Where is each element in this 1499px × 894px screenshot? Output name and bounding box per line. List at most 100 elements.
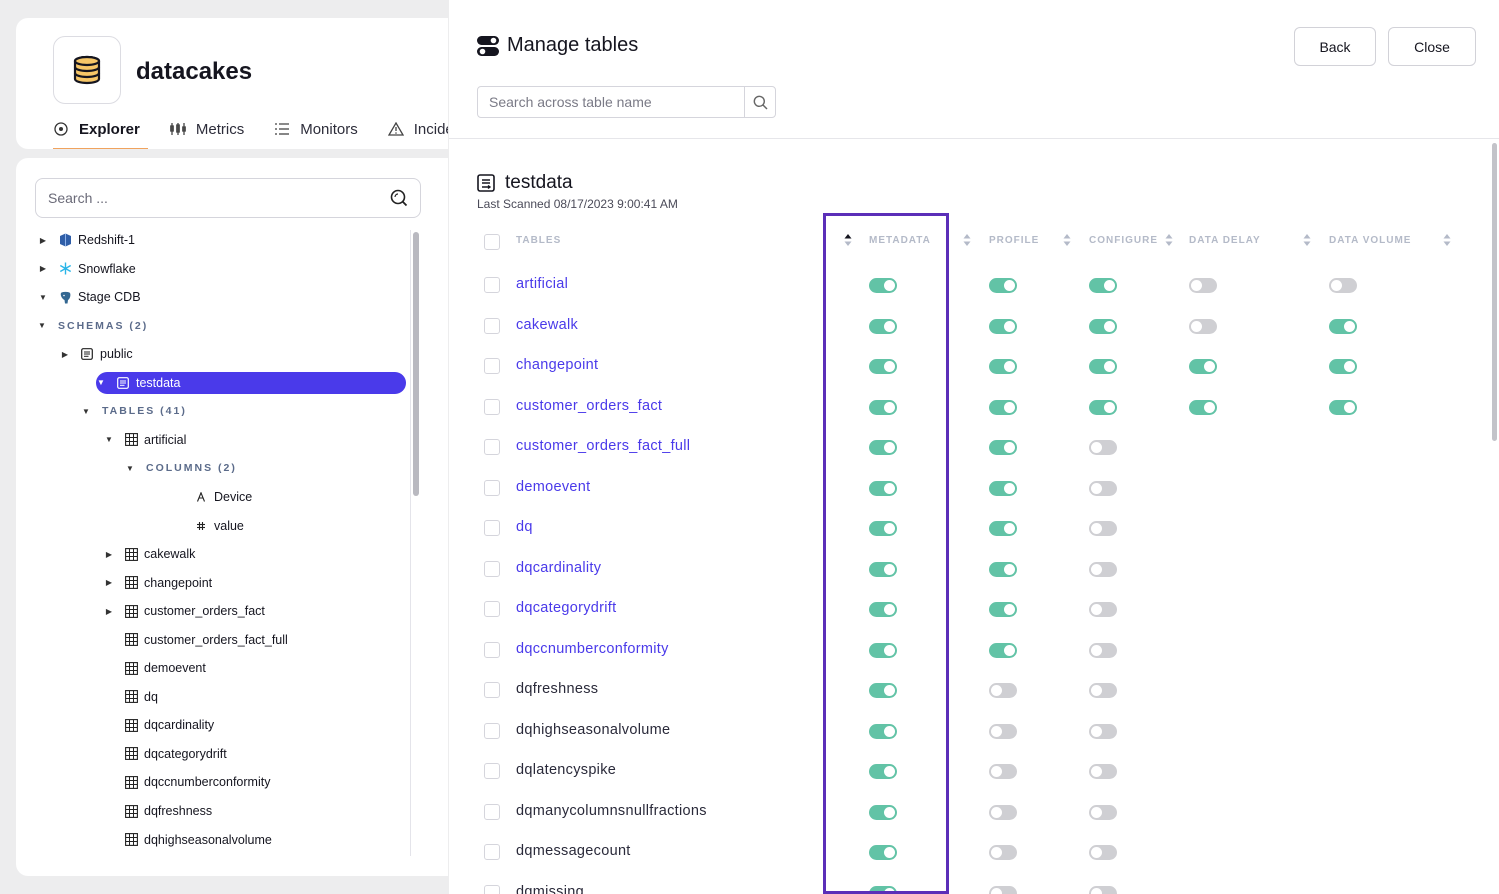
profile-toggle[interactable] [989,683,1017,698]
profile-toggle[interactable] [989,318,1017,334]
sort-icon-metadata[interactable] [844,233,852,247]
tree-section-header[interactable]: ▼ SCHEMAS (2) [38,315,148,337]
tree-item[interactable]: demoevent [104,657,206,679]
caret-down-icon[interactable]: ▼ [105,435,113,445]
row-checkbox[interactable] [484,844,500,860]
metadata-toggle[interactable] [869,561,897,577]
profile-toggle[interactable] [989,764,1017,779]
caret-down-icon[interactable]: ▼ [97,378,105,388]
configure-toggle[interactable] [1089,359,1117,374]
metadata-toggle[interactable] [869,440,897,455]
column-header-data-delay[interactable]: DATA DELAY [1189,235,1261,246]
nav-monitors[interactable]: Monitors [274,118,358,140]
tree-item[interactable]: Device [194,486,252,508]
sort-icon-configure[interactable] [1063,233,1071,247]
configure-toggle[interactable] [1089,683,1117,698]
caret-down-icon[interactable]: ▼ [38,321,48,331]
table-name-link[interactable]: artificial [516,276,569,292]
data-delay-toggle[interactable] [1189,278,1217,293]
tree-scrollbar[interactable] [410,230,420,856]
data-volume-toggle[interactable] [1329,399,1357,415]
metadata-toggle[interactable] [869,278,897,293]
metadata-toggle[interactable] [869,723,897,739]
tree-item[interactable]: ▼ Stage CDB [38,286,141,308]
row-checkbox[interactable] [484,601,500,617]
profile-toggle[interactable] [989,642,1017,658]
table-name-link[interactable]: changepoint [516,357,599,373]
row-checkbox[interactable] [484,439,500,455]
caret-right-icon[interactable]: ▶ [105,606,113,616]
metadata-toggle[interactable] [869,602,897,617]
select-all-checkbox[interactable] [484,234,500,250]
row-checkbox[interactable] [484,763,500,779]
caret-down-icon[interactable]: ▼ [82,406,92,416]
data-delay-toggle[interactable] [1189,359,1217,374]
table-name-link[interactable]: dqcardinality [516,559,602,576]
configure-toggle[interactable] [1089,278,1117,293]
column-header-metadata[interactable]: METADATA [869,235,931,246]
profile-toggle[interactable] [989,359,1017,374]
metadata-toggle[interactable] [869,480,897,496]
configure-toggle[interactable] [1089,723,1117,739]
nav-explorer[interactable]: Explorer [53,118,148,149]
configure-toggle[interactable] [1089,440,1117,455]
configure-toggle[interactable] [1089,642,1117,658]
tree-item[interactable]: ▼ testdata [96,371,406,394]
tree-item[interactable]: ▶ Snowflake [38,258,136,280]
search-icon[interactable] [390,189,408,207]
sort-icon-data-volume-end[interactable] [1443,233,1451,247]
row-checkbox[interactable] [484,803,500,820]
profile-toggle[interactable] [989,480,1017,496]
table-search-input[interactable] [478,87,744,117]
data-delay-toggle[interactable] [1189,399,1217,415]
table-name-link[interactable]: dqccnumberconformity [516,640,669,657]
row-checkbox[interactable] [484,479,500,496]
column-header-configure[interactable]: CONFIGURE [1089,235,1158,246]
row-checkbox[interactable] [484,520,500,536]
row-checkbox[interactable] [484,560,500,577]
tree-item[interactable]: ▶ public [60,343,133,365]
data-volume-toggle[interactable] [1329,278,1357,293]
metadata-toggle[interactable] [869,318,897,334]
configure-toggle[interactable] [1089,764,1117,779]
table-name-link[interactable]: dqcategorydrift [516,600,617,616]
caret-right-icon[interactable]: ▶ [39,235,47,245]
sort-icon-profile[interactable] [963,233,971,247]
row-checkbox[interactable] [484,722,500,739]
table-name-link[interactable]: cakewalk [516,316,579,333]
table-name-link[interactable]: demoevent [516,478,591,495]
configure-toggle[interactable] [1089,845,1117,860]
tree-item[interactable]: customer_orders_fact_full [104,629,288,651]
table-name-link[interactable]: dq [516,519,533,535]
configure-toggle[interactable] [1089,521,1117,536]
sort-icon-data-volume[interactable] [1303,233,1311,247]
caret-right-icon[interactable]: ▶ [105,578,113,588]
profile-toggle[interactable] [989,399,1017,415]
configure-toggle[interactable] [1089,602,1117,617]
profile-toggle[interactable] [989,561,1017,577]
profile-toggle[interactable] [989,278,1017,293]
table-name-link[interactable]: customer_orders_fact [516,397,663,414]
row-checkbox[interactable] [484,317,500,334]
metadata-toggle[interactable] [869,521,897,536]
configure-toggle[interactable] [1089,399,1117,415]
metadata-toggle[interactable] [869,885,897,894]
caret-right-icon[interactable]: ▶ [61,349,69,359]
profile-toggle[interactable] [989,885,1017,894]
tree-section-header[interactable]: ▼ TABLES (41) [82,400,187,422]
profile-toggle[interactable] [989,723,1017,739]
caret-right-icon[interactable]: ▶ [39,264,47,274]
tree-item[interactable]: dqcardinality [104,714,214,736]
metadata-toggle[interactable] [869,804,897,820]
table-search-button[interactable] [744,87,775,117]
nav-metrics[interactable]: Metrics [170,118,244,140]
caret-right-icon[interactable]: ▶ [105,549,113,559]
tree-search-input[interactable]: Search ... [35,178,421,218]
metadata-toggle[interactable] [869,845,897,860]
tree-item[interactable]: ▶ customer_orders_fact [104,600,265,622]
tree-item[interactable]: dq [104,686,158,708]
tree-scrollbar-thumb[interactable] [413,232,419,496]
tree-item[interactable]: dqcategorydrift [104,743,227,765]
drawer-scrollbar-thumb[interactable] [1492,143,1497,441]
tree-item[interactable]: value [194,515,244,537]
